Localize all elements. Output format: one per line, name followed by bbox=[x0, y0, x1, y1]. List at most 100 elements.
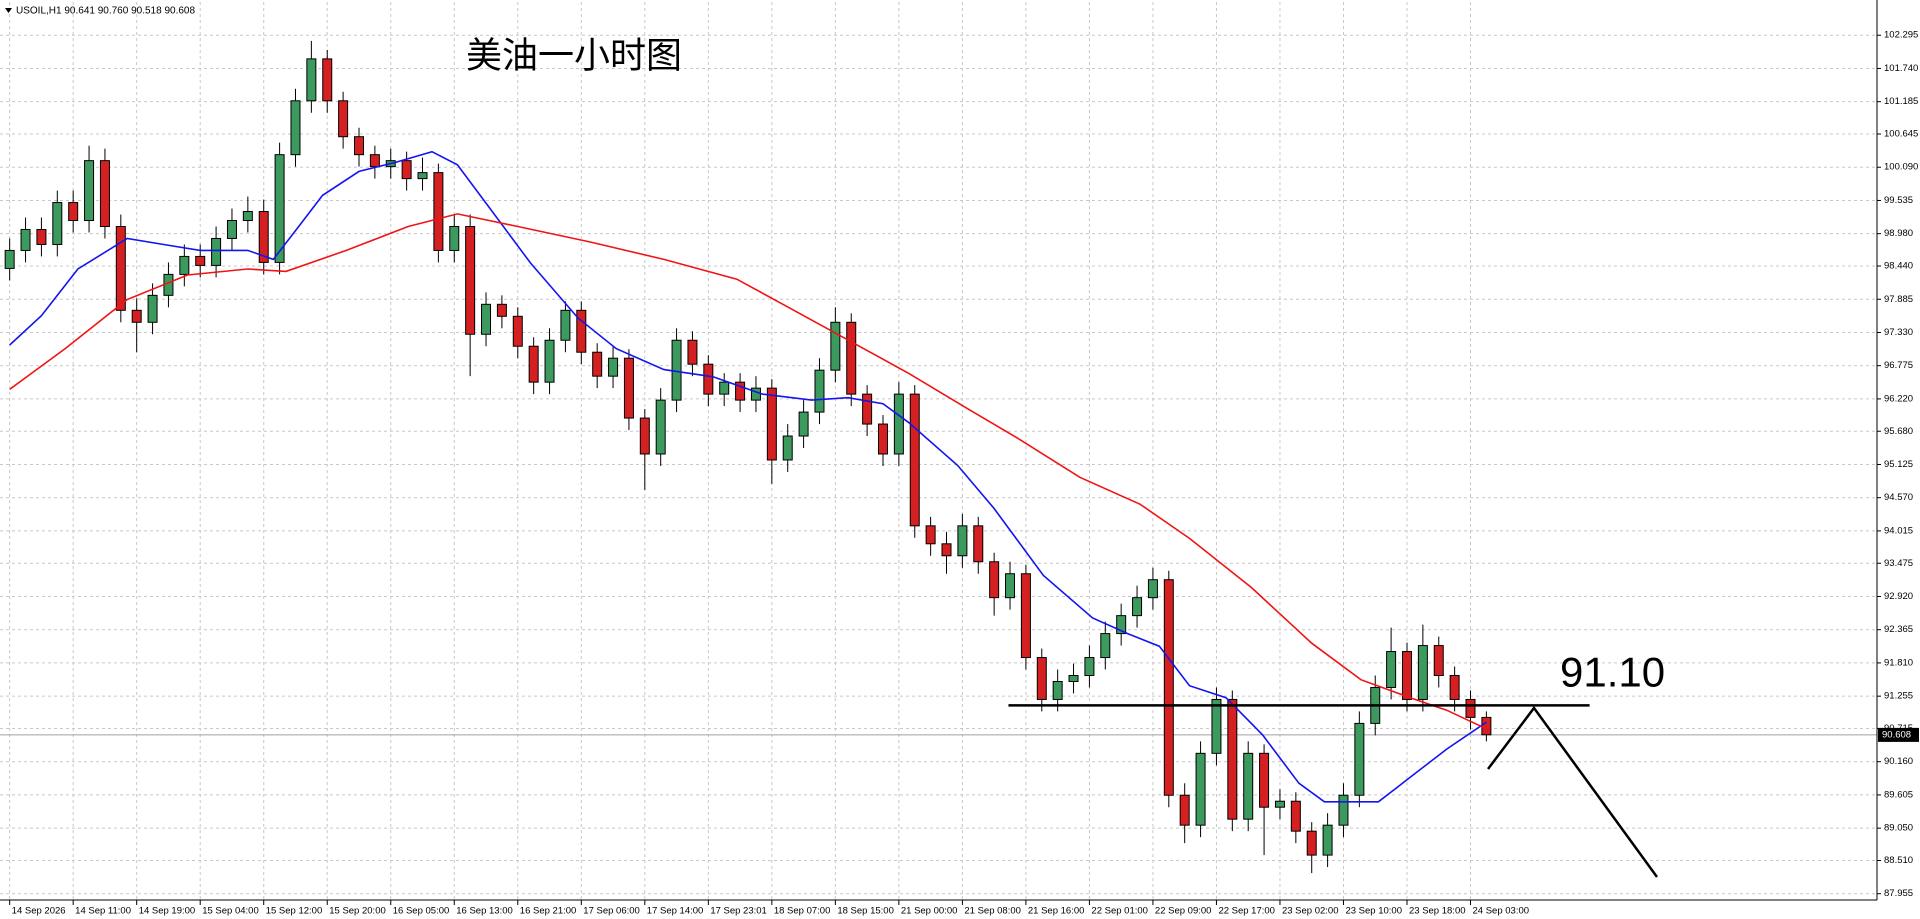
y-tick-label: 95.125 bbox=[1884, 459, 1913, 470]
y-tick-label: 91.255 bbox=[1884, 691, 1913, 702]
candle-body bbox=[353, 136, 364, 156]
candle-body bbox=[1354, 722, 1365, 796]
y-tick-label: 98.440 bbox=[1884, 261, 1913, 272]
candle-body bbox=[798, 411, 809, 437]
candle-body bbox=[1020, 573, 1031, 659]
candle-body bbox=[1147, 579, 1158, 599]
candle-body bbox=[1322, 824, 1333, 856]
candle-body bbox=[1100, 633, 1111, 659]
candle-body bbox=[322, 58, 333, 102]
candle-body bbox=[1433, 645, 1444, 676]
x-tick-label: 23 Sep 10:00 bbox=[1345, 906, 1402, 917]
candle-body bbox=[1274, 800, 1285, 808]
candle-body bbox=[1259, 752, 1270, 808]
candle-body bbox=[814, 369, 825, 413]
candle-body bbox=[1417, 645, 1428, 700]
x-tick-label: 16 Sep 13:00 bbox=[456, 906, 513, 917]
x-tick-label: 17 Sep 23:01 bbox=[710, 906, 767, 917]
y-tick-label: 91.810 bbox=[1884, 657, 1913, 668]
candle-body bbox=[1386, 651, 1397, 688]
y-tick-label: 93.475 bbox=[1884, 558, 1913, 569]
candle-body bbox=[989, 561, 1000, 599]
x-tick-label: 23 Sep 02:00 bbox=[1282, 906, 1339, 917]
y-tick-label: 88.510 bbox=[1884, 855, 1913, 866]
candle-body bbox=[481, 303, 492, 335]
candle-body bbox=[639, 417, 650, 455]
candle-body bbox=[957, 525, 968, 557]
candle-body bbox=[623, 357, 634, 419]
candle-body bbox=[4, 249, 15, 269]
x-tick-label: 21 Sep 16:00 bbox=[1028, 906, 1085, 917]
x-tick-label: 16 Sep 05:00 bbox=[393, 906, 450, 917]
x-tick-label: 22 Sep 09:00 bbox=[1155, 906, 1212, 917]
candle-body bbox=[687, 339, 698, 365]
candle-body bbox=[1243, 752, 1254, 820]
candle-body bbox=[703, 363, 714, 395]
candle-body bbox=[544, 339, 555, 383]
y-tick-label: 89.605 bbox=[1884, 789, 1913, 800]
y-tick-label: 92.920 bbox=[1884, 591, 1913, 602]
moving-average-line bbox=[9, 150, 1487, 803]
candle-body bbox=[306, 58, 317, 102]
candle-body bbox=[1084, 657, 1095, 676]
x-tick-label: 15 Sep 12:00 bbox=[266, 906, 323, 917]
x-tick-label: 17 Sep 06:00 bbox=[583, 906, 640, 917]
y-tick-label: 97.885 bbox=[1884, 294, 1913, 305]
y-tick-label: 100.090 bbox=[1884, 162, 1918, 173]
candle-body bbox=[766, 387, 777, 461]
candle-body bbox=[1227, 698, 1238, 820]
candle-body bbox=[1211, 698, 1222, 754]
y-tick-label: 101.185 bbox=[1884, 96, 1918, 107]
y-tick-label: 96.220 bbox=[1884, 393, 1913, 404]
y-tick-label: 97.330 bbox=[1884, 327, 1913, 338]
projection-arrow bbox=[1487, 705, 1659, 878]
candle-body bbox=[417, 172, 428, 180]
y-tick-label: 100.645 bbox=[1884, 129, 1918, 140]
chart-title: 美油一小时图 bbox=[466, 35, 682, 76]
candle-body bbox=[1465, 698, 1476, 718]
grid bbox=[0, 2, 1877, 900]
x-tick-label: 14 Sep 19:00 bbox=[139, 906, 196, 917]
candle-body bbox=[131, 309, 142, 323]
candle-body bbox=[258, 211, 269, 263]
x-tick-label: 18 Sep 07:00 bbox=[774, 906, 831, 917]
candle-body bbox=[1449, 675, 1460, 700]
candle-body bbox=[465, 226, 476, 335]
candle-body bbox=[226, 220, 237, 239]
candle-body bbox=[449, 226, 460, 251]
current-price-box bbox=[1878, 727, 1919, 742]
y-tick-label: 96.775 bbox=[1884, 360, 1913, 371]
level-label: 91.10 bbox=[1560, 649, 1665, 696]
candle-body bbox=[830, 321, 841, 371]
candle-body bbox=[115, 226, 126, 311]
x-tick-label: 14 Sep 11:00 bbox=[75, 906, 131, 917]
candle-body bbox=[1052, 680, 1063, 700]
candle-body bbox=[862, 393, 873, 425]
x-tick-label: 21 Sep 08:00 bbox=[964, 906, 1021, 917]
candle-body bbox=[782, 435, 793, 461]
x-tick-label: 24 Sep 03:00 bbox=[1473, 906, 1530, 917]
x-tick-label: 14 Sep 2026 bbox=[12, 906, 66, 917]
candle-body bbox=[274, 154, 285, 263]
x-tick-label: 15 Sep 04:00 bbox=[202, 906, 259, 917]
x-tick-label: 22 Sep 01:00 bbox=[1091, 906, 1148, 917]
candle-body bbox=[147, 294, 158, 323]
y-tick-label: 87.955 bbox=[1884, 888, 1913, 899]
candle-body bbox=[925, 525, 936, 545]
candle-body bbox=[242, 211, 253, 222]
x-tick-label: 23 Sep 18:00 bbox=[1409, 906, 1466, 917]
candle-body bbox=[68, 202, 79, 222]
candle-body bbox=[433, 172, 444, 251]
candle-body bbox=[52, 202, 63, 245]
x-tick-label: 18 Sep 15:00 bbox=[837, 906, 894, 917]
candle-body bbox=[401, 160, 412, 180]
candle-body bbox=[941, 543, 952, 557]
candle-body bbox=[290, 100, 301, 156]
y-tick-label: 98.980 bbox=[1884, 228, 1913, 239]
candle-body bbox=[973, 525, 984, 563]
y-tick-label: 95.680 bbox=[1884, 426, 1913, 437]
candle-body bbox=[179, 255, 190, 275]
